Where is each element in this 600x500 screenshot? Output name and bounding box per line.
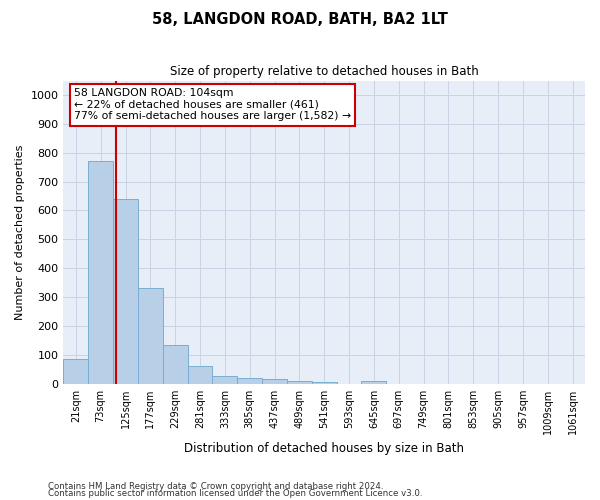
Bar (262, 379, 287, 384)
Text: Contains HM Land Registry data © Crown copyright and database right 2024.: Contains HM Land Registry data © Crown c… (48, 482, 383, 491)
Bar (212, 376, 237, 384)
Bar (237, 378, 262, 384)
Bar (138, 288, 163, 384)
Y-axis label: Number of detached properties: Number of detached properties (15, 144, 25, 320)
Bar (88, 162, 113, 384)
X-axis label: Distribution of detached houses by size in Bath: Distribution of detached houses by size … (184, 442, 464, 455)
Text: 58, LANGDON ROAD, BATH, BA2 1LT: 58, LANGDON ROAD, BATH, BA2 1LT (152, 12, 448, 28)
Bar (113, 199, 138, 384)
Bar (361, 380, 386, 384)
Bar (163, 344, 188, 384)
Text: Contains public sector information licensed under the Open Government Licence v3: Contains public sector information licen… (48, 489, 422, 498)
Title: Size of property relative to detached houses in Bath: Size of property relative to detached ho… (170, 65, 479, 78)
Bar (64, 359, 88, 384)
Bar (312, 382, 337, 384)
Bar (287, 381, 312, 384)
Bar (188, 366, 212, 384)
Text: 58 LANGDON ROAD: 104sqm
← 22% of detached houses are smaller (461)
77% of semi-d: 58 LANGDON ROAD: 104sqm ← 22% of detache… (74, 88, 351, 122)
